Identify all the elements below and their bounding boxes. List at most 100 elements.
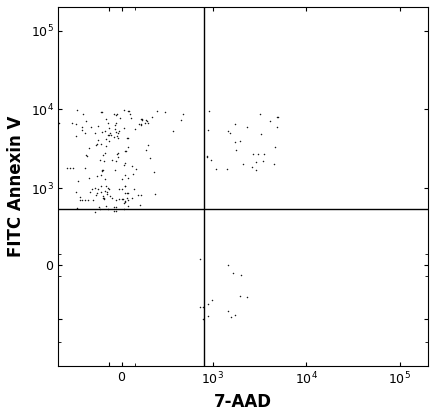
Point (102, 150, 108, 156)
Point (231, 138, 238, 145)
Point (111, 208, 118, 214)
Point (102, 142, 109, 149)
Point (112, 111, 119, 118)
Point (273, 114, 279, 120)
Point (144, 120, 151, 126)
Point (137, 122, 144, 128)
Point (199, 304, 206, 311)
Point (110, 204, 117, 211)
Point (196, 304, 203, 311)
Point (98, 128, 105, 135)
Point (260, 150, 267, 157)
Point (212, 166, 219, 173)
Point (273, 124, 280, 131)
Point (118, 196, 125, 202)
Point (266, 118, 273, 125)
X-axis label: 7-AAD: 7-AAD (214, 393, 272, 411)
Point (252, 159, 259, 166)
Point (253, 151, 260, 158)
Point (256, 110, 263, 117)
Point (270, 161, 277, 167)
Point (112, 119, 119, 126)
Point (63, 164, 70, 171)
Point (122, 148, 129, 155)
Point (99, 192, 106, 199)
Point (224, 128, 231, 135)
Point (126, 111, 133, 118)
Point (153, 108, 160, 115)
Point (144, 141, 151, 148)
Point (243, 124, 250, 130)
Point (102, 127, 108, 134)
Point (177, 117, 184, 124)
Point (96, 157, 103, 163)
Point (121, 183, 128, 189)
Point (104, 185, 111, 192)
Point (105, 186, 112, 193)
Point (105, 132, 112, 138)
Point (98, 168, 105, 174)
Point (135, 120, 142, 127)
Point (151, 191, 158, 197)
Point (97, 109, 104, 116)
Point (137, 120, 144, 127)
Point (85, 145, 92, 151)
Point (121, 162, 128, 168)
Point (56, 120, 62, 126)
Point (207, 157, 214, 163)
Point (69, 120, 76, 126)
Point (123, 190, 130, 196)
Point (97, 189, 104, 195)
Point (232, 146, 239, 153)
Point (105, 125, 112, 132)
Point (99, 195, 106, 202)
Point (121, 182, 128, 189)
Point (223, 166, 230, 173)
Point (197, 255, 204, 262)
Point (271, 143, 278, 150)
Point (124, 143, 131, 150)
Point (226, 130, 233, 137)
Point (205, 107, 212, 114)
Point (105, 132, 112, 138)
Point (115, 149, 122, 156)
Point (237, 292, 243, 299)
Point (102, 183, 109, 190)
Point (115, 127, 122, 134)
Point (76, 194, 83, 201)
Point (89, 197, 96, 204)
Point (122, 189, 128, 196)
Point (148, 114, 155, 121)
Point (72, 120, 79, 127)
Point (237, 272, 244, 278)
Point (224, 261, 231, 268)
Point (82, 152, 89, 158)
Point (107, 130, 114, 137)
Point (114, 133, 121, 139)
Point (179, 111, 186, 117)
Point (115, 154, 122, 161)
Point (208, 297, 215, 303)
Point (124, 107, 131, 114)
Point (199, 316, 206, 322)
Point (101, 196, 108, 202)
Point (73, 107, 80, 114)
Point (111, 122, 118, 129)
Point (94, 173, 101, 180)
Point (135, 192, 141, 199)
Point (274, 113, 281, 120)
Point (105, 138, 112, 144)
Point (128, 163, 135, 169)
Point (66, 164, 73, 171)
Point (103, 189, 110, 196)
Point (231, 121, 238, 127)
Point (93, 141, 100, 148)
Point (111, 166, 118, 173)
Point (98, 182, 105, 189)
Point (124, 202, 131, 209)
Point (97, 171, 104, 178)
Point (243, 293, 250, 300)
Point (94, 123, 101, 130)
Point (111, 126, 118, 133)
Point (125, 135, 132, 142)
